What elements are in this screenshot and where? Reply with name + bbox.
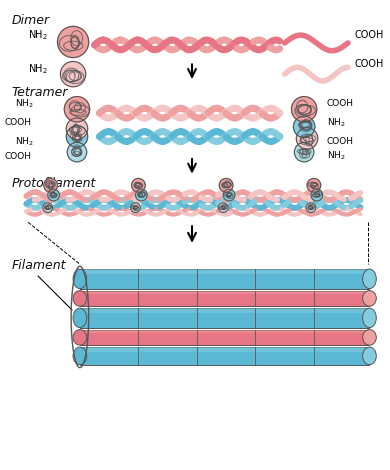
Bar [80, 308, 369, 313]
Bar [80, 308, 369, 328]
Circle shape [219, 179, 233, 192]
Text: Dimer: Dimer [12, 14, 50, 27]
Bar [80, 269, 369, 289]
Circle shape [294, 142, 314, 162]
Ellipse shape [73, 329, 87, 345]
Circle shape [307, 179, 321, 192]
Circle shape [291, 96, 317, 122]
Circle shape [293, 116, 315, 138]
Text: COOH: COOH [355, 30, 384, 40]
Text: NH$_2$: NH$_2$ [326, 117, 345, 129]
Text: COOH: COOH [355, 59, 384, 70]
Bar [80, 347, 369, 352]
Circle shape [48, 189, 59, 201]
Text: Filament: Filament [12, 259, 66, 273]
Ellipse shape [363, 347, 376, 365]
Circle shape [67, 142, 87, 162]
Ellipse shape [73, 269, 87, 289]
Circle shape [66, 118, 88, 140]
Ellipse shape [363, 290, 376, 306]
Text: COOH: COOH [326, 137, 354, 146]
Circle shape [66, 126, 88, 147]
Ellipse shape [363, 269, 376, 289]
Text: COOH: COOH [4, 118, 31, 127]
Ellipse shape [73, 308, 87, 328]
Text: COOH: COOH [4, 151, 31, 161]
Bar [80, 269, 369, 274]
Ellipse shape [73, 290, 87, 306]
Circle shape [60, 62, 86, 87]
Bar [80, 290, 369, 306]
Bar [80, 347, 369, 365]
Text: NH$_2$: NH$_2$ [28, 63, 48, 76]
Bar [80, 290, 369, 295]
Ellipse shape [363, 308, 376, 328]
Circle shape [131, 179, 145, 192]
Text: NH$_2$: NH$_2$ [16, 97, 34, 110]
Circle shape [296, 128, 318, 149]
Circle shape [223, 189, 235, 201]
Circle shape [131, 203, 140, 212]
Text: NH$_2$: NH$_2$ [16, 135, 34, 148]
Circle shape [311, 189, 323, 201]
Bar [80, 329, 369, 345]
Circle shape [306, 203, 316, 212]
Circle shape [43, 203, 53, 212]
Ellipse shape [363, 329, 376, 345]
Text: Tetramer: Tetramer [12, 86, 68, 99]
Circle shape [57, 26, 89, 57]
Circle shape [64, 96, 90, 122]
Circle shape [218, 203, 228, 212]
Text: NH$_2$: NH$_2$ [326, 150, 345, 162]
Text: COOH: COOH [326, 99, 354, 108]
Ellipse shape [73, 347, 87, 365]
Text: NH$_2$: NH$_2$ [28, 28, 48, 42]
Bar [80, 329, 369, 334]
Text: Protofilament: Protofilament [12, 177, 96, 189]
Circle shape [135, 189, 147, 201]
Circle shape [44, 179, 57, 192]
